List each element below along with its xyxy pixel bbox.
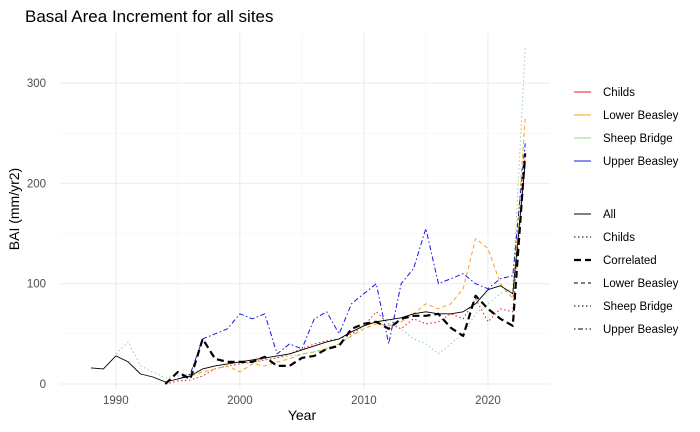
legend-linetype-label: Childs — [603, 232, 635, 244]
legend-colour-label: Upper Beasley — [603, 156, 679, 168]
y-tick-label: 0 — [40, 379, 46, 391]
series-line-sheep-bridge — [115, 47, 526, 379]
legend-linetype-label: Correlated — [603, 255, 657, 267]
legend-linetype-label: Upper Beasley — [603, 324, 679, 336]
series-line-childs — [165, 155, 526, 385]
legend-colour-label: Childs — [603, 87, 635, 99]
legend-linetype-label: Sheep Bridge — [603, 301, 673, 313]
series-line-upper-beasley — [177, 143, 526, 380]
legend-colour-label: Sheep Bridge — [603, 133, 673, 145]
y-tick-label: 100 — [27, 279, 46, 291]
series-layer — [90, 47, 527, 385]
x-axis-title: Year — [288, 407, 317, 423]
series-line-correlated — [164, 153, 527, 385]
x-tick-label: 1990 — [103, 395, 129, 407]
x-tick-label: 2020 — [475, 395, 501, 407]
legend-linetype: All Childs Correlated Lower Beasley Sheep Br… — [574, 209, 679, 336]
series-line-lower-beasley — [177, 118, 526, 380]
y-tick-label: 200 — [27, 178, 46, 190]
legend-linetype-label: Lower Beasley — [603, 278, 679, 290]
y-tick-label: 300 — [27, 78, 46, 90]
y-axis-title: BAI (mm/yr2) — [6, 168, 22, 250]
series-line-all — [90, 163, 526, 383]
legend-colour: Childs Lower Beasley Sheep Bridge Upper Bea… — [574, 87, 679, 168]
x-tick-label: 2010 — [351, 395, 377, 407]
chart-title: Basal Area Increment for all sites — [25, 7, 274, 26]
legend-colour-label: Lower Beasley — [603, 110, 679, 122]
grid — [60, 33, 550, 389]
tick-labels: 1990 2000 2010 2020 0 100 200 300 — [27, 78, 501, 407]
x-tick-label: 2000 — [227, 395, 253, 407]
legend-linetype-label: All — [603, 209, 616, 221]
